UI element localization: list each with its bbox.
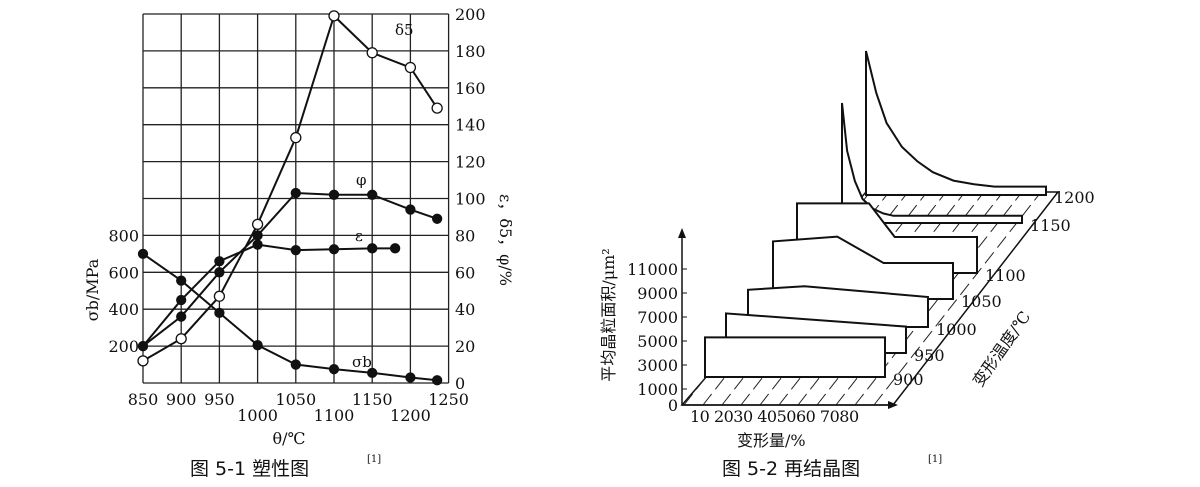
left-caption: 图 5-1 塑性图 — [190, 458, 309, 480]
floor-hatch-line — [873, 191, 1042, 406]
y-axis-arrow-icon — [678, 228, 686, 238]
x-tick-label: 900 — [166, 390, 197, 409]
left-caption-ref: [1] — [367, 454, 381, 465]
data-point-σb — [176, 275, 187, 286]
x-axis-title: 变形量/% — [737, 431, 806, 450]
data-point-σb — [137, 248, 149, 260]
y-right-tick-label: 180 — [455, 42, 486, 61]
right-caption-ref: [1] — [928, 454, 942, 465]
data-point-δ5 — [290, 131, 302, 144]
y-left-tick-label: 800 — [108, 226, 139, 245]
data-point-φ — [367, 189, 378, 200]
data-point-ε — [176, 294, 187, 306]
y-tick-label: 9000 — [637, 284, 678, 303]
y-left-tick-label: 400 — [108, 300, 139, 319]
slice-1200 — [865, 50, 1047, 196]
y-tick-label: 11000 — [627, 260, 678, 279]
y-right-tick-label: 60 — [455, 263, 475, 282]
data-point-φ — [290, 187, 301, 199]
x-tick-label: 1100 — [314, 406, 355, 425]
data-point-φ — [328, 189, 340, 200]
y-tick-label: 0 — [668, 396, 678, 415]
temperature-label: 1000 — [936, 320, 977, 339]
x-axis-title: θ/℃ — [273, 429, 306, 448]
data-point-σb — [290, 359, 301, 370]
data-point-δ5 — [404, 61, 417, 74]
data-point-ε — [328, 244, 340, 255]
right-caption: 图 5-2 再结晶图 — [722, 458, 860, 480]
series-label-δ5: δ5 — [395, 21, 414, 39]
slice-900 — [704, 336, 886, 378]
data-point-ε — [290, 245, 301, 256]
x-tick-label: 1250 — [428, 390, 469, 409]
y-right-axis-title: ε，δ5，φ/% — [496, 194, 515, 286]
y-right-tick-label: 100 — [455, 190, 486, 209]
data-point-δ5 — [213, 290, 226, 302]
series-line-ε — [142, 243, 396, 347]
temperature-label: 1100 — [985, 266, 1026, 285]
y-tick-label: 1000 — [637, 380, 678, 399]
x-tick-label: 850 — [128, 390, 159, 409]
data-point-σb — [328, 364, 340, 375]
data-point-φ — [252, 230, 263, 241]
x-tick-label: 1050 — [275, 390, 316, 409]
y-left-axis-title: σb/MPa — [83, 258, 102, 321]
data-point-δ5 — [431, 102, 443, 114]
x-tick-label: 1200 — [390, 406, 431, 425]
z-axis-title: 变形温度/℃ — [969, 308, 1035, 390]
data-point-ε — [214, 256, 225, 267]
data-point-ε — [389, 243, 401, 254]
y-right-tick-label: 80 — [455, 226, 475, 245]
data-point-φ — [431, 213, 443, 224]
y-right-tick-label: 120 — [455, 153, 486, 172]
data-point-φ — [214, 267, 225, 278]
temperature-label: 1200 — [1054, 188, 1095, 207]
slice-1050 — [772, 235, 954, 300]
y-tick-label: 5000 — [637, 332, 678, 351]
temperature-label: 900 — [893, 370, 924, 389]
data-point-δ5 — [328, 10, 340, 22]
data-point-ε — [367, 243, 378, 254]
y-right-tick-label: 160 — [455, 79, 486, 98]
x-tick-labels: 10 2030 405060 7080 — [690, 407, 859, 426]
y-right-tick-label: 0 — [455, 374, 465, 393]
data-point-σb — [214, 307, 225, 319]
series-label-ε: ε — [355, 227, 363, 245]
y-tick-label: 7000 — [637, 308, 678, 327]
y-right-tick-label: 140 — [455, 116, 486, 135]
data-point-σb — [405, 372, 416, 383]
series-line-φ — [142, 191, 438, 347]
temperature-label: 1150 — [1030, 216, 1071, 235]
x-tick-label: 1150 — [352, 390, 393, 409]
temperature-label: 1050 — [961, 292, 1002, 311]
data-point-ε — [252, 239, 263, 250]
y-axis-title: 平均晶粒面积/μm² — [599, 248, 618, 381]
y-left-tick-label: 600 — [108, 263, 139, 282]
series-label-φ: φ — [356, 171, 367, 189]
data-point-σb — [367, 367, 378, 379]
x-axis-arrow-icon — [888, 401, 898, 409]
data-point-δ5 — [251, 218, 264, 230]
data-point-σb — [252, 340, 263, 351]
data-point-σb — [431, 375, 443, 386]
series-label-σb: σb — [352, 353, 372, 371]
data-point-δ5 — [137, 355, 149, 367]
y-right-tick-label: 20 — [455, 337, 475, 356]
data-point-ε — [137, 340, 149, 352]
y-tick-label: 3000 — [637, 356, 678, 375]
x-tick-label: 1000 — [237, 406, 278, 425]
temperature-label: 950 — [914, 346, 945, 365]
data-point-δ5 — [175, 333, 187, 345]
y-right-tick-label: 40 — [455, 300, 475, 319]
data-point-δ5 — [366, 47, 378, 59]
x-tick-label: 950 — [204, 390, 235, 409]
data-point-φ — [176, 311, 187, 322]
y-left-tick-label: 200 — [108, 337, 139, 356]
data-point-φ — [405, 204, 416, 215]
y-right-tick-label: 200 — [455, 5, 486, 24]
